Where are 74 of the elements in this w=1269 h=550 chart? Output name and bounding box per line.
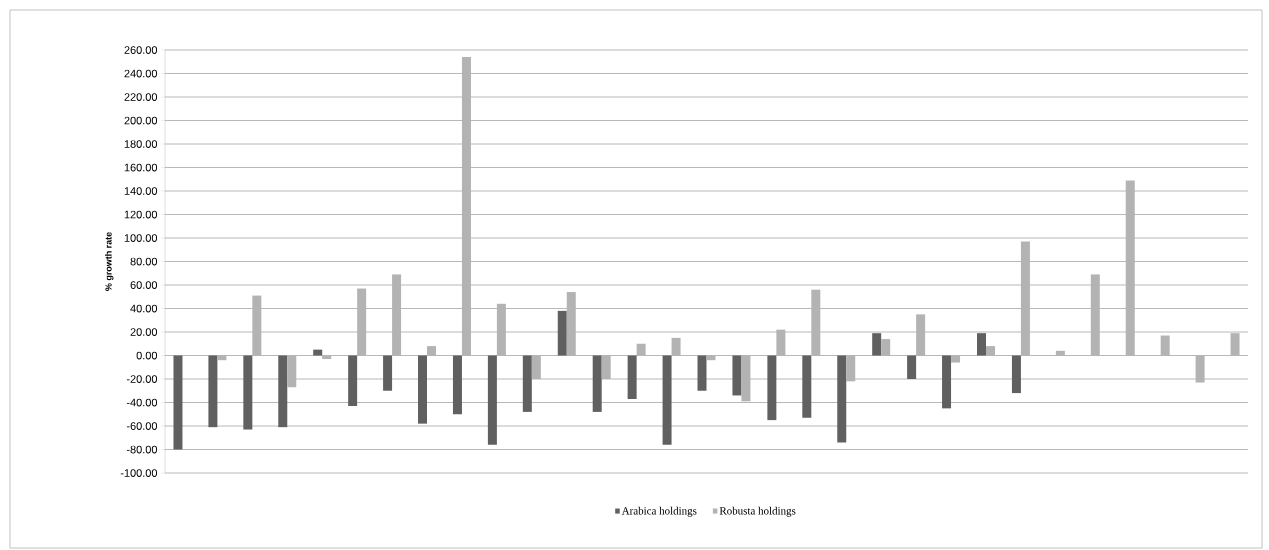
y-tick-label: 260.00	[124, 46, 158, 54]
bar	[697, 355, 707, 391]
y-tick-label: 20.00	[130, 328, 158, 336]
y-tick-label: -20.00	[126, 375, 158, 383]
bar	[313, 349, 323, 356]
bar	[252, 295, 262, 356]
bar	[522, 355, 532, 412]
bar	[942, 355, 952, 409]
bar	[627, 355, 637, 399]
bar	[802, 355, 812, 418]
bar	[846, 355, 856, 382]
bar	[671, 337, 681, 356]
y-tick-label: 60.00	[130, 281, 158, 289]
bar	[357, 288, 367, 356]
bar	[951, 355, 961, 363]
y-tick-label: -60.00	[126, 422, 158, 430]
bar	[278, 355, 288, 428]
bar	[776, 329, 786, 356]
bar	[243, 355, 253, 430]
y-tick-label: 180.00	[124, 140, 158, 148]
bar	[1125, 180, 1135, 356]
y-tick-label: -100.00	[120, 469, 158, 477]
bar	[566, 292, 576, 356]
bar	[741, 355, 751, 402]
bar	[872, 333, 882, 356]
bar	[592, 355, 602, 412]
bar	[557, 310, 567, 356]
bar	[287, 355, 297, 388]
bar	[383, 355, 393, 391]
bar	[767, 355, 777, 421]
y-tick-label: 160.00	[124, 163, 158, 172]
y-tick-label: -40.00	[126, 398, 158, 407]
bar	[208, 355, 218, 428]
bar	[461, 57, 471, 356]
bar	[487, 355, 497, 445]
bar	[531, 355, 541, 379]
bar	[1195, 355, 1205, 383]
bar	[348, 355, 358, 407]
y-tick-label: 200.00	[124, 116, 158, 125]
bar	[1011, 355, 1021, 394]
bar	[1160, 335, 1170, 356]
y-tick-label: 40.00	[130, 304, 158, 313]
y-tick-label: 140.00	[124, 187, 158, 195]
bar	[916, 314, 926, 356]
y-tick-label: 100.00	[124, 234, 158, 242]
bar	[907, 355, 917, 379]
bar	[837, 355, 847, 443]
bar	[985, 346, 995, 356]
y-tick-label: 240.00	[124, 69, 158, 78]
bar	[601, 355, 611, 379]
y-tick-label: 220.00	[124, 93, 158, 101]
bar	[392, 274, 402, 356]
y-tick-label: -80.00	[126, 445, 158, 454]
bar	[811, 289, 821, 356]
y-axis-title: % growth rate	[105, 232, 114, 291]
bar	[1230, 333, 1240, 356]
bar	[881, 339, 891, 356]
bar	[1090, 274, 1100, 356]
bar	[732, 355, 742, 396]
bar	[418, 355, 428, 424]
y-tick-label: 80.00	[130, 257, 158, 266]
bar	[427, 346, 437, 356]
bar	[976, 333, 986, 356]
bar	[636, 343, 646, 356]
bar	[173, 355, 183, 450]
legend-label: Arabica holdings	[621, 506, 697, 517]
bar	[662, 355, 672, 445]
bar	[1055, 350, 1065, 356]
y-tick-label: 120.00	[124, 210, 158, 219]
y-tick-label: 0.00	[136, 351, 158, 360]
bar	[452, 355, 462, 415]
bar	[1020, 241, 1030, 356]
legend-label: Robusta holdings	[719, 506, 796, 517]
bar	[496, 303, 506, 356]
